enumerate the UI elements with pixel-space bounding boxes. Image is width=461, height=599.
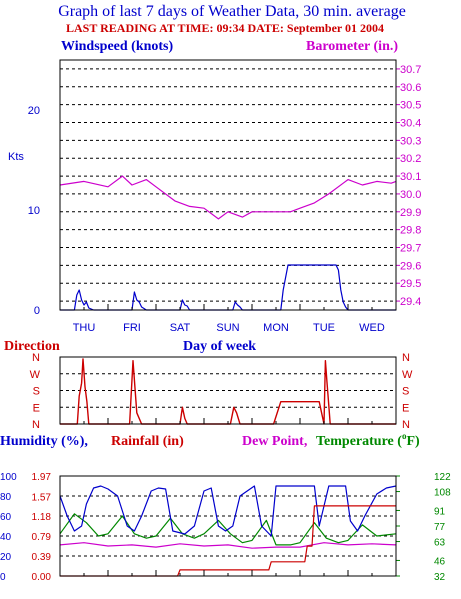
direction-tick-label: N: [32, 419, 40, 431]
temperature-label-text: Temperature (: [316, 434, 402, 449]
rainfall-tick-label: 1.97: [32, 472, 52, 483]
barometer-tick-label: 30.5: [400, 100, 421, 112]
barometer-tick-label: 29.8: [400, 225, 421, 237]
humidity-tick-label: 60: [0, 512, 12, 523]
last-reading: LAST READING AT TIME: 09:34 DATE: Septem…: [66, 21, 384, 35]
barometer-tick-label: 30.1: [400, 171, 421, 183]
temperature-tick-label: 77: [434, 522, 446, 533]
humidity-tick-label: 20: [0, 552, 12, 563]
rainfall-line: [60, 505, 396, 577]
temperature-unit: F): [406, 434, 420, 449]
rainfall-tick-label: 0.39: [32, 552, 52, 563]
temperature-tick-label: 63: [434, 538, 446, 549]
rainfall-tick-label: 0.00: [32, 572, 52, 583]
temperature-tick-label: 122: [434, 472, 451, 483]
day-tick-label: MON: [263, 322, 289, 334]
rainfall-tick-label: 0.79: [32, 532, 52, 543]
barometer-line: [59, 175, 397, 220]
barometer-tick-label: 30.0: [400, 189, 421, 201]
temperature-label: Temperature (oF): [316, 431, 420, 449]
kts-label: Kts: [8, 151, 24, 163]
frame-layer: [59, 59, 400, 577]
day-of-week-label: Day of week: [183, 339, 256, 354]
barometer-tick-label: 29.6: [400, 260, 421, 272]
direction-tick-label-right: E: [402, 402, 409, 414]
humidity-tick-label: 80: [0, 492, 12, 503]
day-tick-label: SUN: [216, 322, 239, 334]
barometer-tick-label: 29.7: [400, 243, 421, 255]
windspeed-label: Windspeed (knots): [61, 39, 174, 54]
direction-tick-label: W: [30, 369, 41, 381]
temperature-tick-label: 32: [434, 572, 446, 583]
day-tick-label: FRI: [123, 322, 141, 334]
direction-tick-label-right: N: [402, 352, 410, 364]
barometer-tick-label: 29.4: [400, 296, 421, 308]
day-tick-label: THU: [73, 322, 96, 334]
windspeed-tick-label: 10: [28, 205, 40, 217]
dewpoint-line: [59, 542, 397, 549]
humidity-line: [59, 485, 397, 537]
grid-layer: [60, 68, 396, 557]
tick-label-layer: 29.4 29.5 29.6 29.7 29.8 29.9 30.0 30.1 30.2 30.3…: [0, 64, 451, 583]
humidity-tick-label: 40: [0, 532, 12, 543]
direction-line: [60, 358, 396, 425]
windspeed-line: [60, 264, 396, 311]
day-tick-label: WED: [359, 322, 385, 334]
direction-tick-label: N: [32, 352, 40, 364]
direction-tick-label-right: S: [402, 386, 409, 398]
humidity-label: Humidity (%),: [0, 434, 88, 449]
direction-tick-label-right: N: [402, 419, 410, 431]
humidity-tick-label: 100: [0, 472, 17, 483]
barometer-tick-label: 29.5: [400, 278, 421, 290]
rainfall-label: Rainfall (in): [111, 434, 184, 449]
direction-tick-label: S: [33, 386, 40, 398]
barometer-tick-label: 30.2: [400, 153, 421, 165]
direction-tick-label-right: W: [402, 369, 413, 381]
dewpoint-label: Dew Point,: [242, 434, 307, 449]
barometer-tick-label: 30.7: [400, 64, 421, 76]
day-tick-label: TUE: [313, 322, 335, 334]
rainfall-tick-label: 1.18: [32, 512, 52, 523]
windspeed-tick-label: 20: [28, 105, 40, 117]
temperature-tick-label: 46: [434, 556, 446, 567]
barometer-tick-label: 30.3: [400, 135, 421, 147]
humidity-tick-label: 0: [0, 572, 6, 583]
windspeed-tick-label: 0: [34, 305, 40, 317]
degree-sign: o: [402, 431, 407, 441]
barometer-tick-label: 30.6: [400, 82, 421, 94]
direction-label: Direction: [4, 339, 60, 354]
barometer-tick-label: 30.4: [400, 118, 421, 130]
barometer-tick-label: 29.9: [400, 207, 421, 219]
barometer-label: Barometer (in.): [306, 39, 398, 54]
temperature-tick-label: 91: [434, 506, 446, 517]
temperature-line: [59, 513, 397, 546]
rainfall-tick-label: 1.57: [32, 492, 52, 503]
day-tick-label: SAT: [170, 322, 191, 334]
chart-title: Graph of last 7 days of Weather Data, 30…: [58, 3, 406, 20]
direction-tick-label: E: [33, 402, 40, 414]
temperature-tick-label: 108: [434, 488, 451, 499]
